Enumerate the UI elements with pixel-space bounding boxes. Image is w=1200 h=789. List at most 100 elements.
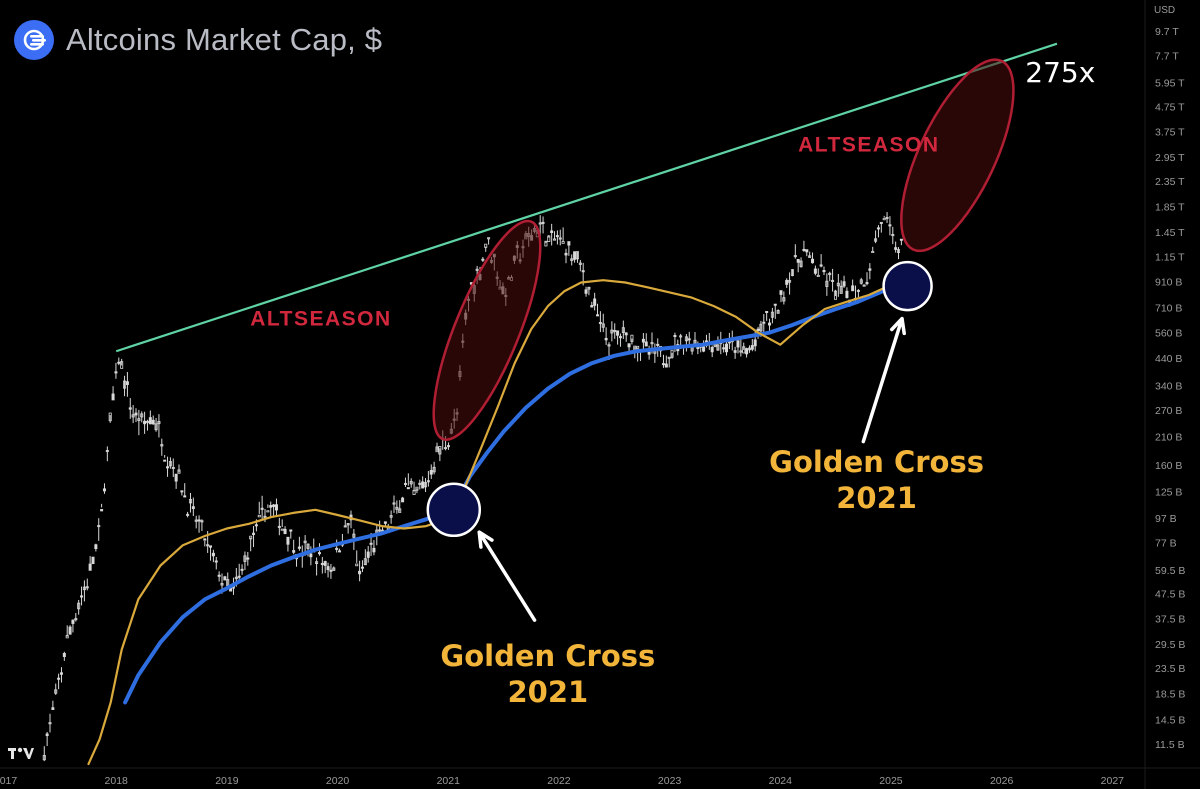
golden-cross-arrow-2021 xyxy=(477,530,537,622)
candle-body xyxy=(85,586,89,589)
candle-body xyxy=(679,335,683,338)
candle-body xyxy=(745,348,749,355)
y-tick-label: 23.5 B xyxy=(1155,663,1185,675)
candle-body xyxy=(263,515,267,519)
candle-body xyxy=(94,544,98,550)
candle-body xyxy=(329,569,333,572)
candle-body xyxy=(722,347,726,350)
candle-body xyxy=(859,279,863,284)
candle-body xyxy=(630,334,634,342)
candle-body xyxy=(280,528,284,531)
candle-body xyxy=(335,547,339,550)
candle-body xyxy=(360,566,364,569)
candle-body xyxy=(117,361,121,364)
candle-body xyxy=(573,251,577,260)
y-axis-currency-label: USD xyxy=(1154,5,1175,16)
candle-body xyxy=(303,540,307,544)
candle-body xyxy=(607,344,611,347)
candle-body xyxy=(796,258,800,263)
candle-body xyxy=(762,321,766,324)
candle-body xyxy=(203,538,207,541)
candle-body xyxy=(604,337,608,341)
highlight-marks xyxy=(426,58,1015,622)
golden-cross-label-line1: Golden Cross xyxy=(440,639,655,673)
candle-body xyxy=(401,497,405,503)
candle-body xyxy=(412,489,416,495)
candle-body xyxy=(260,507,264,510)
candle-body xyxy=(833,290,837,300)
candle-body xyxy=(593,298,597,306)
candle-body xyxy=(297,546,301,549)
x-tick-label: 2019 xyxy=(215,775,239,787)
candle-body xyxy=(785,279,789,285)
y-tick-label: 59.5 B xyxy=(1155,565,1185,577)
candle-body xyxy=(223,576,227,581)
y-tick-label: 47.5 B xyxy=(1155,589,1185,601)
altseason-ellipse-projected xyxy=(900,58,1015,253)
candle-body xyxy=(736,340,740,348)
golden-cross-label-line1: Golden Cross xyxy=(769,445,984,479)
candle-body xyxy=(782,297,786,302)
candle-body xyxy=(550,230,554,233)
candle-body xyxy=(366,551,370,558)
x-axis: 2017 2018 2019 2020 2021 2022 2023 2024 2025 2026… xyxy=(0,767,1200,787)
y-tick-label: 125 B xyxy=(1155,486,1182,498)
candle-body xyxy=(254,524,258,527)
candle-body xyxy=(716,344,720,351)
y-tick-label: 5.95 T xyxy=(1155,78,1185,90)
candle-body xyxy=(799,260,803,268)
candle-body xyxy=(811,258,815,264)
candle-body xyxy=(352,533,356,538)
y-tick-label: 2.35 T xyxy=(1155,176,1185,188)
y-tick-label: 340 B xyxy=(1155,380,1182,392)
y-tick-label: 7.7 T xyxy=(1155,50,1179,62)
candle-body xyxy=(137,418,141,422)
candle-body xyxy=(808,255,812,258)
y-tick-label: 3.75 T xyxy=(1155,127,1185,139)
candle-body xyxy=(641,338,645,343)
candle-body xyxy=(292,550,296,553)
y-tick-label: 97 B xyxy=(1155,513,1177,525)
candle-body xyxy=(768,322,772,326)
x-tick-label: 2027 xyxy=(1101,775,1125,787)
candle-body xyxy=(673,335,677,338)
candle-body xyxy=(128,407,132,410)
price-candles xyxy=(42,212,903,762)
candle-body xyxy=(102,488,106,492)
candle-body xyxy=(392,502,396,505)
candle-body xyxy=(48,722,52,725)
y-tick-label: 160 B xyxy=(1155,460,1182,472)
candle-body xyxy=(578,262,582,265)
x-tick-label: 2025 xyxy=(879,775,903,787)
candle-body xyxy=(237,575,241,578)
candle-body xyxy=(845,290,849,298)
altseason-ellipse-2021 xyxy=(432,219,542,441)
y-tick-label: 77 B xyxy=(1155,538,1177,550)
candle-body xyxy=(88,563,92,571)
candle-body xyxy=(59,672,63,675)
candle-body xyxy=(171,467,175,470)
candle-body xyxy=(581,270,585,273)
golden-cross-label-line2: 2021 xyxy=(508,675,589,709)
y-tick-label: 4.75 T xyxy=(1155,102,1185,114)
candle-body xyxy=(91,556,95,565)
candle-body xyxy=(650,342,654,345)
candle-body xyxy=(197,519,201,522)
candle-body xyxy=(183,495,187,498)
candle-body xyxy=(68,626,72,635)
x-tick-label: 2018 xyxy=(105,775,129,787)
y-tick-label: 37.5 B xyxy=(1155,614,1185,626)
y-tick-label: 14.5 B xyxy=(1155,714,1185,726)
candle-body xyxy=(484,243,488,248)
candle-body xyxy=(813,268,817,274)
candle-body xyxy=(80,595,84,598)
candle-body xyxy=(108,412,112,422)
candle-body xyxy=(174,473,178,482)
candle-body xyxy=(696,346,700,350)
candle-body xyxy=(403,482,407,485)
candle-body xyxy=(277,525,281,528)
candle-body xyxy=(874,238,878,242)
candle-body xyxy=(555,235,559,238)
candle-body xyxy=(613,330,617,333)
